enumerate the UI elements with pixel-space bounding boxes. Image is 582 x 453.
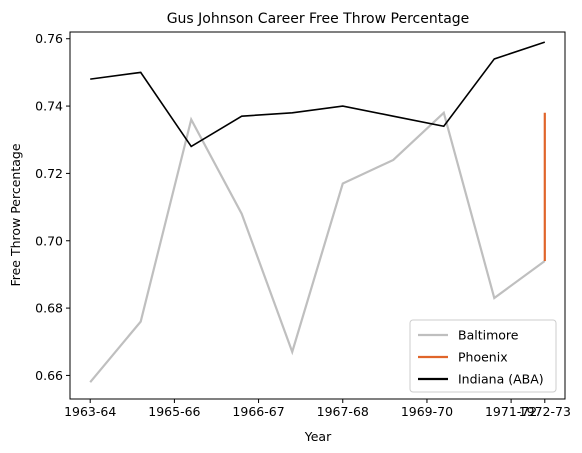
- x-tick-label: 1969-70: [401, 404, 453, 419]
- x-tick-label: 1965-66: [148, 404, 200, 419]
- series-line-indiana-aba: [90, 41, 546, 148]
- x-tick-label: 1966-67: [232, 404, 284, 419]
- y-tick-label: 0.74: [35, 99, 63, 114]
- y-axis-title: Free Throw Percentage: [8, 143, 23, 286]
- y-tick-label: 0.66: [35, 368, 63, 383]
- legend-box: [409, 319, 557, 393]
- x-tick-label: 1971-72: [485, 404, 537, 419]
- series-line-baltimore: [89, 110, 546, 383]
- legend: Baltimore Phoenix Indiana (ABA): [409, 319, 557, 393]
- y-tick-label: 0.70: [35, 233, 63, 248]
- x-tick-label: 1963-64: [64, 404, 116, 419]
- chart-title: Gus Johnson Career Free Throw Percentage: [167, 11, 470, 27]
- x-axis-title: Year: [304, 429, 332, 444]
- plot-frame: [69, 31, 566, 400]
- legend-label: Baltimore: [458, 328, 519, 343]
- x-tick-label: 1967-68: [317, 404, 369, 419]
- y-tick-label: 0.72: [35, 166, 63, 181]
- plot-area: 0.66 0.68 0.70 0.72 0.74 0.76 1963-64 1965-66 19…: [35, 31, 571, 419]
- y-tick-label: 0.68: [35, 301, 63, 316]
- y-tick-label: 0.76: [35, 31, 63, 46]
- legend-label: Indiana (ABA): [458, 372, 544, 387]
- legend-label: Phoenix: [458, 350, 508, 365]
- x-tick-label: 1972-73: [519, 404, 571, 419]
